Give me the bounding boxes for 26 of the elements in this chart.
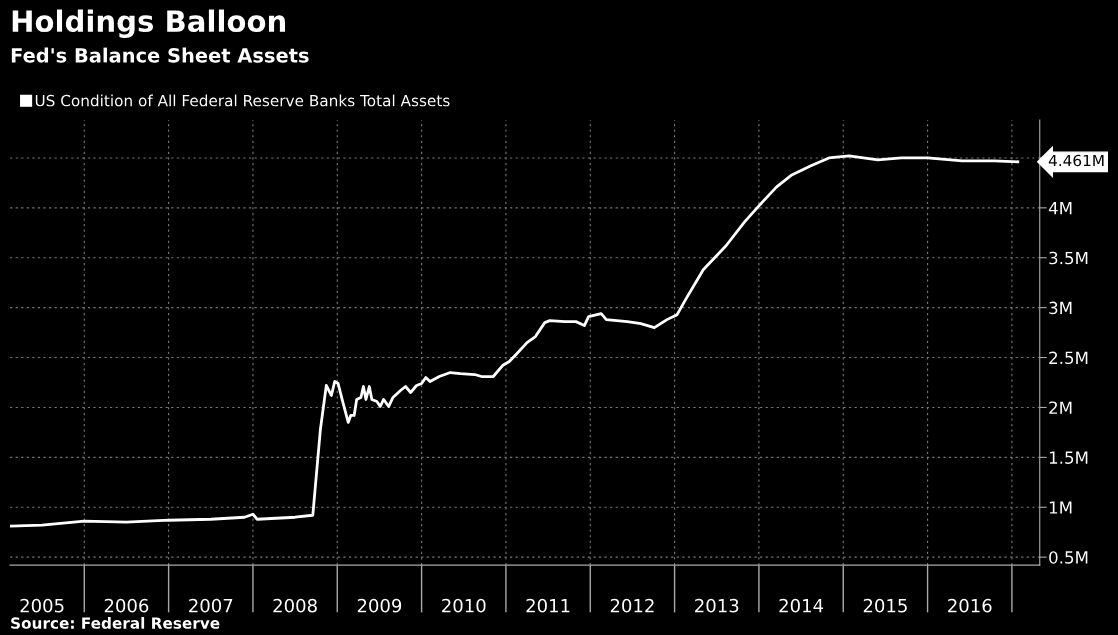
x-tick-label: 2007 (189, 598, 233, 613)
y-tick-label: 1.5M (1049, 451, 1088, 464)
y-tick-label: 4M (1048, 202, 1072, 215)
y-tick-label: 3.5M (1049, 251, 1088, 265)
x-tick-label: 2013 (695, 598, 739, 613)
x-tick-label: 2010 (442, 598, 486, 613)
y-tick-label: 1M (1049, 501, 1072, 514)
x-tick-label: 2005 (20, 598, 64, 613)
x-tick-label: 2006 (104, 598, 149, 613)
x-tick-label: 2016 (948, 598, 992, 613)
source-note: Source: Federal Reserve (11, 617, 220, 629)
text: 4.461M (1048, 154, 1104, 167)
y-tick-label: 3M (1049, 301, 1072, 315)
chart-subtitle: Fed's Balance Sheet Assets (11, 47, 309, 63)
y-tick-label: 2M (1049, 401, 1072, 414)
x-tick-label: 2014 (779, 598, 824, 613)
y-tick-label: 2.5M (1049, 351, 1088, 365)
legend-label: US Condition of All Federal Reserve Banks Total Assets (35, 94, 450, 107)
x-tick-label: 2009 (357, 598, 402, 613)
x-tick-label: 2008 (273, 598, 317, 613)
x-tick-label: 2011 (526, 598, 570, 613)
x-tick-label: 2015 (863, 598, 907, 613)
y-tick-label: 0.5M (1049, 551, 1088, 564)
x-tick-label: 2012 (610, 598, 654, 613)
chart-title: Holdings Balloon (12, 9, 286, 38)
line-series (10, 154, 1020, 528)
